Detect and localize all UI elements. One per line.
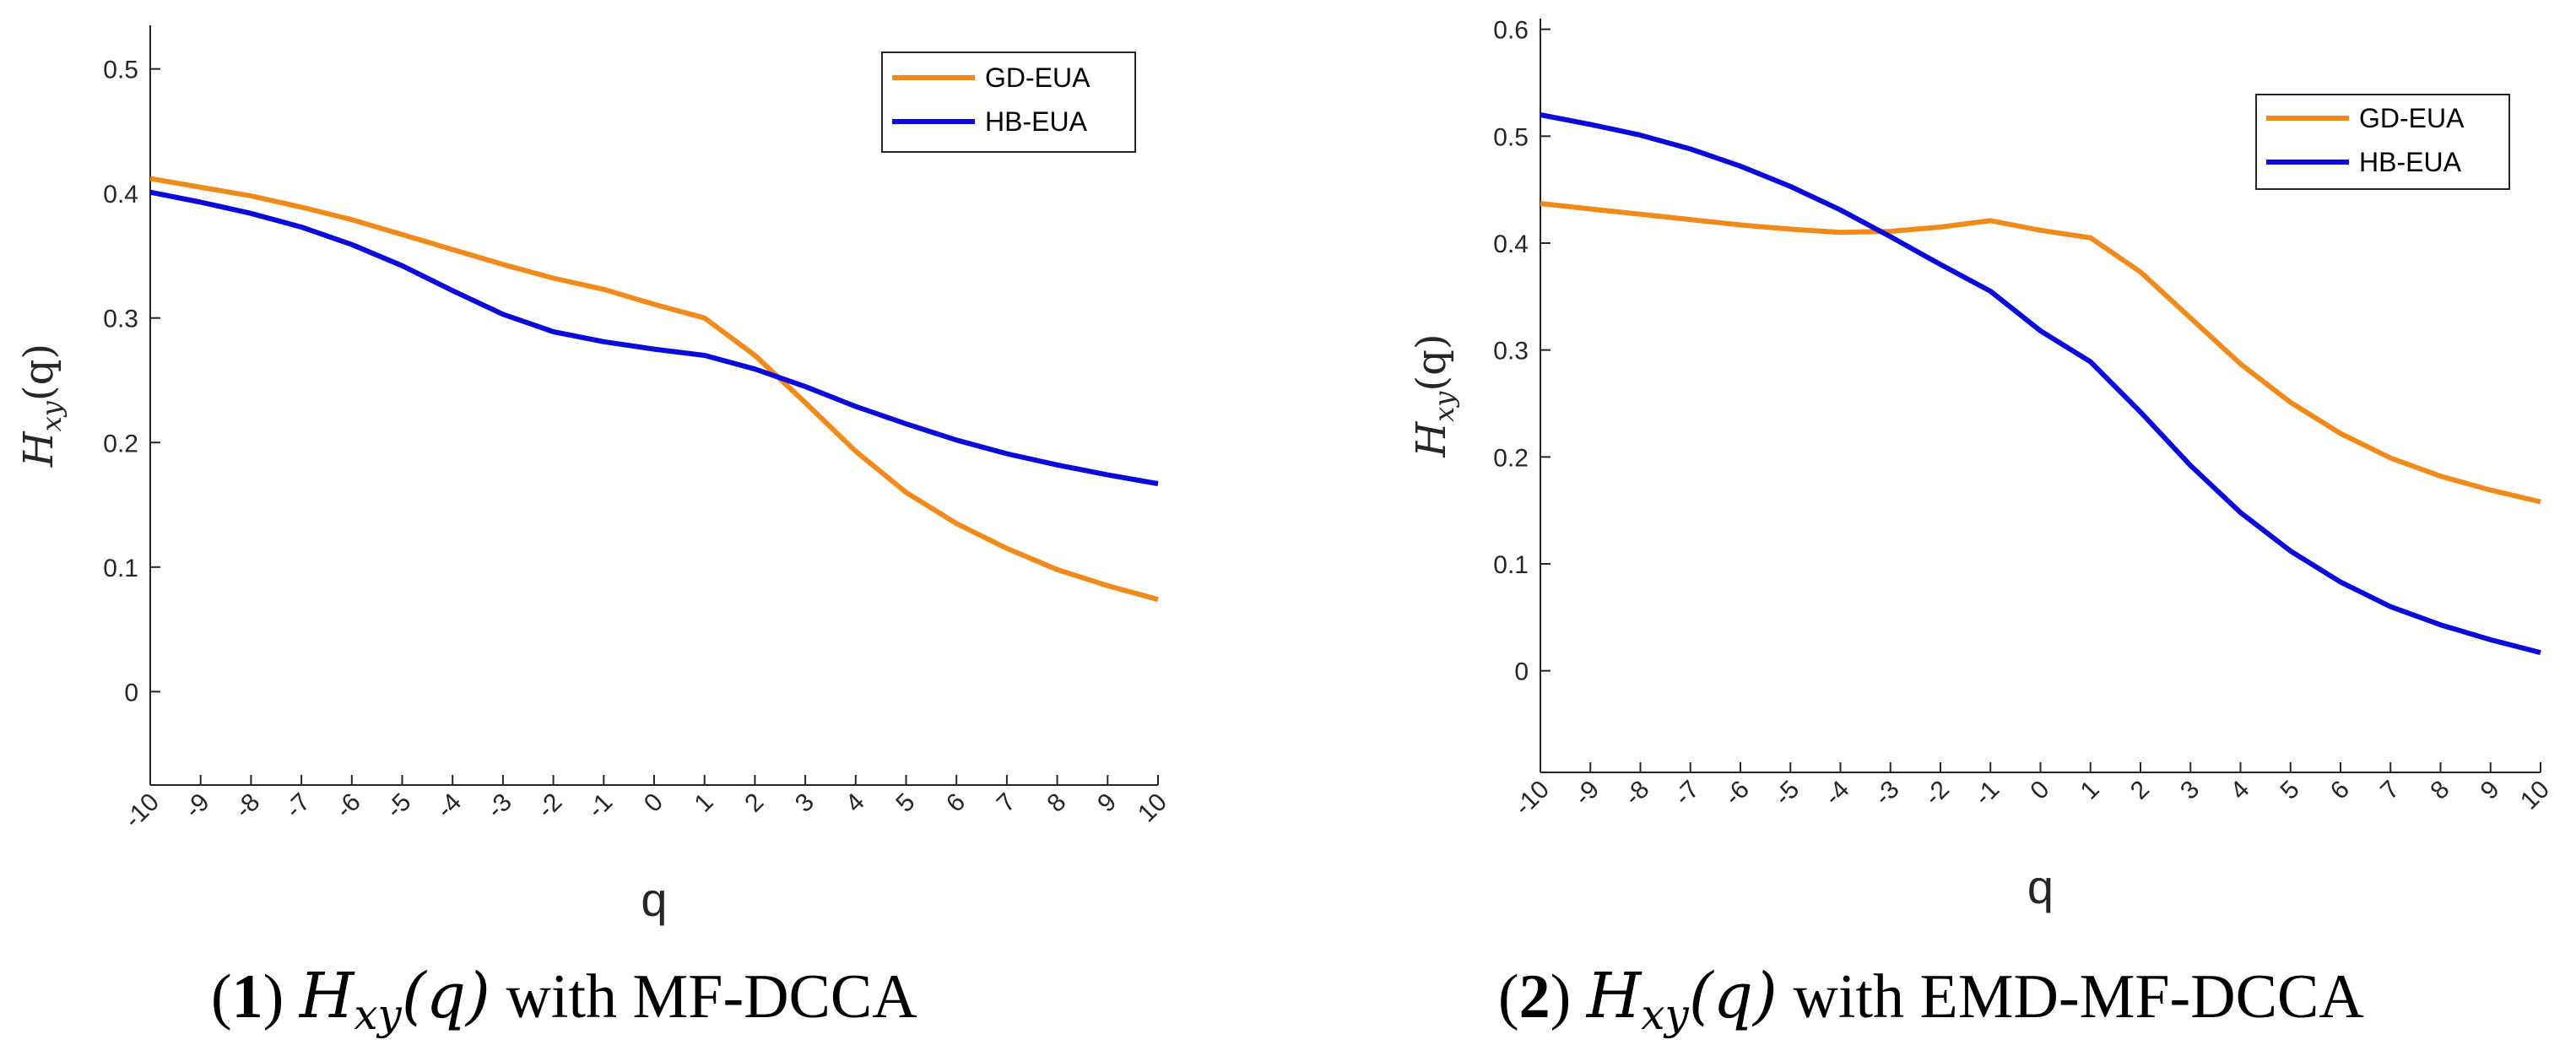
x-tick-label: 7	[2375, 776, 2405, 805]
x-tick-label: 10	[2515, 776, 2555, 815]
x-tick-label: 6	[2325, 776, 2355, 805]
chart-panel-2: 00.10.20.30.40.50.6-10 -9 -8 -7 -6 -5 -4 -3 -2 -1…	[1408, 17, 2555, 1039]
x-tick-label: 2	[739, 788, 769, 818]
legend-label-hb-eua: HB-EUA	[2359, 147, 2462, 177]
x-tick-label: 3	[2175, 776, 2205, 805]
x-tick-label: 1	[690, 788, 719, 818]
legend: GD-EUA HB-EUA	[2255, 94, 2510, 190]
y-tick-label: 0	[1514, 658, 1529, 686]
y-tick-label: 0.5	[103, 57, 138, 84]
legend: GD-EUA HB-EUA	[881, 51, 1136, 153]
y-tick-label: 0.1	[1493, 551, 1529, 579]
x-tick-label: -4	[431, 788, 467, 824]
x-tick-label: 4	[841, 788, 870, 818]
x-tick-label: 5	[2276, 776, 2305, 805]
series-line-hb-eua	[1540, 112, 2541, 656]
y-tick-label: 0.6	[1493, 17, 1529, 45]
x-tick-label: -9	[1569, 776, 1605, 811]
legend-box	[881, 51, 1136, 153]
legend-box	[2255, 94, 2510, 190]
x-tick-label: -9	[179, 788, 214, 824]
x-tick-label: 4	[2225, 776, 2254, 805]
x-tick-label: -10	[1509, 776, 1555, 821]
x-tick-label: 10	[1133, 788, 1172, 828]
x-tick-label: 5	[890, 788, 920, 818]
y-tick-label: 0.1	[103, 555, 138, 582]
x-tick-label: -5	[1769, 776, 1805, 811]
y-axis-label: Hxy(q)	[15, 344, 68, 468]
x-tick-label: 9	[1092, 788, 1122, 818]
x-tick-label: 7	[992, 788, 1021, 818]
x-tick-label: -3	[482, 788, 517, 824]
x-tick-label: 6	[941, 788, 971, 818]
y-tick-label: 0.2	[1493, 444, 1529, 472]
panel-caption: (1) Hxy(q) with MF-DCCA	[211, 960, 917, 1039]
x-axis-label: q	[2027, 860, 2054, 913]
x-tick-label: -2	[532, 788, 567, 824]
x-tick-label: -8	[230, 788, 265, 824]
y-tick-label: 0.3	[1493, 338, 1529, 366]
x-tick-label: 0	[2025, 776, 2054, 805]
x-tick-label: -10	[119, 788, 165, 834]
y-tick-label: 0	[124, 679, 138, 707]
x-tick-label: -5	[381, 788, 416, 824]
y-tick-label: 0.2	[103, 430, 138, 458]
x-tick-label: 3	[790, 788, 820, 818]
x-tick-label: -8	[1619, 776, 1654, 811]
x-tick-label: 0	[639, 788, 668, 818]
x-tick-label: 8	[1042, 788, 1071, 818]
x-tick-label: -2	[1919, 776, 1955, 811]
x-tick-label: 8	[2425, 776, 2454, 805]
legend-label-hb-eua: HB-EUA	[985, 106, 1088, 137]
x-tick-label: -1	[582, 788, 618, 824]
x-tick-label: -7	[1669, 776, 1704, 811]
y-tick-label: 0.3	[103, 306, 138, 333]
x-tick-label: -1	[1969, 776, 2005, 811]
x-axis-label: q	[641, 873, 667, 926]
x-tick-label: -7	[280, 788, 316, 824]
x-tick-label: 2	[2125, 776, 2155, 805]
y-tick-label: 0.4	[103, 181, 138, 208]
chart-panel-1: 00.10.20.30.40.5-10 -9 -8 -7 -6 -5 -4 -3 -2 -1 0 1 2…	[15, 25, 1172, 1039]
y-tick-label: 0.4	[1493, 230, 1529, 258]
y-axis-label: Hxy(q)	[1408, 333, 1460, 458]
y-tick-label: 0.5	[1493, 123, 1529, 151]
x-tick-label: -4	[1819, 776, 1854, 811]
x-tick-label: 1	[2075, 776, 2105, 805]
x-tick-label: -6	[1719, 776, 1755, 811]
series-line-gd-eua	[1540, 201, 2541, 505]
x-tick-label: -3	[1869, 776, 1904, 811]
series-line-gd-eua	[149, 176, 1159, 603]
legend-label-gd-eua: GD-EUA	[985, 62, 1090, 93]
x-tick-label: 9	[2476, 776, 2505, 805]
panel-caption: (2) Hxy(q) with EMD-MF-DCCA	[1498, 960, 2364, 1039]
x-tick-label: -6	[331, 788, 366, 824]
series-line-hb-eua	[149, 189, 1159, 486]
legend-label-gd-eua: GD-EUA	[2359, 103, 2465, 133]
